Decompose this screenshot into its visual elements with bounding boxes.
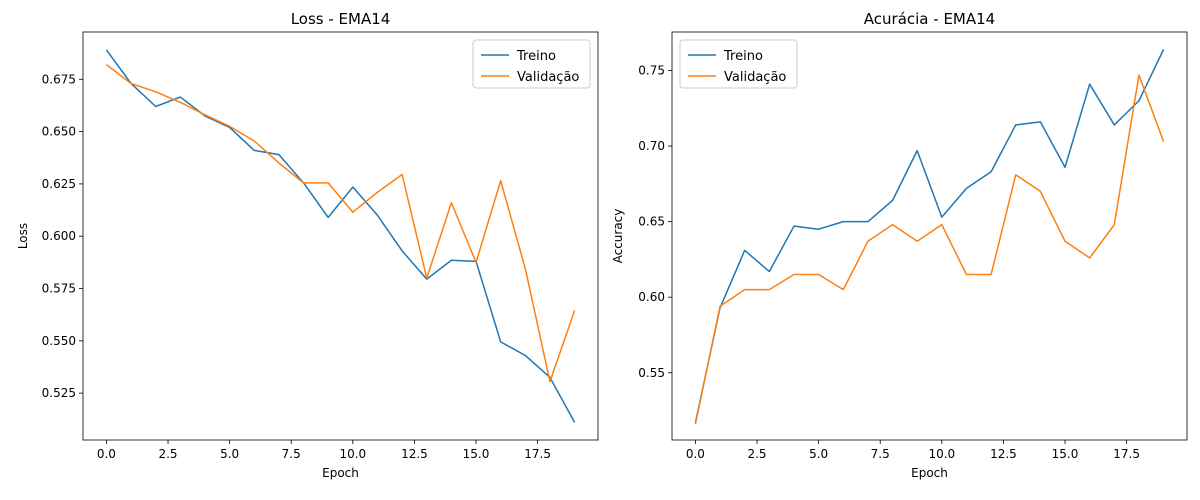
plot-frame <box>82 31 599 441</box>
x-tick-label: 17.5 <box>524 447 551 461</box>
y-axis-label: Loss <box>16 223 30 249</box>
chart-1: Loss - EMA14 0.0 2.5 5.0 7.5 10.0 12.5 15.0 17.5… <box>16 10 599 480</box>
x-tick-label: 2.5 <box>158 447 177 461</box>
x-tick-label: 15.0 <box>1052 447 1079 461</box>
x-tick-label: 0.0 <box>686 447 705 461</box>
y-tick-label: 0.65 <box>638 215 665 229</box>
y-tick-label: 0.550 <box>42 334 76 348</box>
chart-title: Acurácia - EMA14 <box>864 10 995 28</box>
y-tick-label: 0.650 <box>42 125 76 139</box>
x-tick-label: 5.0 <box>809 447 828 461</box>
chart-2: Acurácia - EMA14 0.0 2.5 5.0 7.5 10.0 12.5 15.0… <box>611 10 1188 480</box>
legend: Treino Validação <box>679 39 798 89</box>
x-tick-label: 10.0 <box>339 447 366 461</box>
x-tick-label: 10.0 <box>928 447 955 461</box>
x-tick-label: 2.5 <box>747 447 766 461</box>
legend-label: Treino <box>516 49 556 64</box>
series-line-validacao <box>694 74 1165 425</box>
x-tick-label: 12.5 <box>990 447 1017 461</box>
y-tick-label: 0.525 <box>42 386 76 400</box>
x-tick-label: 7.5 <box>282 447 301 461</box>
y-tick-label: 0.60 <box>638 290 665 304</box>
y-tick-label: 0.600 <box>42 229 76 243</box>
series-line-treino <box>694 49 1165 423</box>
series-line-validacao <box>105 64 576 383</box>
y-tick-label: 0.625 <box>42 177 76 191</box>
x-axis-label: Epoch <box>322 466 359 480</box>
y-tick-label: 0.575 <box>42 282 76 296</box>
legend-label: Validação <box>517 70 579 85</box>
x-tick-label: 12.5 <box>401 447 428 461</box>
plot-frame <box>671 31 1188 441</box>
x-tick-label: 17.5 <box>1113 447 1140 461</box>
x-axis-label: Epoch <box>911 466 948 480</box>
y-axis-label: Accuracy <box>611 209 625 264</box>
x-tick-label: 7.5 <box>871 447 890 461</box>
x-tick-label: 5.0 <box>220 447 239 461</box>
legend: Treino Validação <box>472 39 591 89</box>
chart-title: Loss - EMA14 <box>291 10 391 28</box>
y-tick-label: 0.675 <box>42 72 76 86</box>
x-tick-label: 0.0 <box>97 447 116 461</box>
legend-label: Treino <box>723 49 763 64</box>
legend-label: Validação <box>724 70 786 85</box>
series-line-treino <box>105 49 576 423</box>
y-tick-label: 0.55 <box>638 366 665 380</box>
y-tick-label: 0.70 <box>638 139 665 153</box>
y-tick-label: 0.75 <box>638 64 665 78</box>
x-tick-label: 15.0 <box>463 447 490 461</box>
